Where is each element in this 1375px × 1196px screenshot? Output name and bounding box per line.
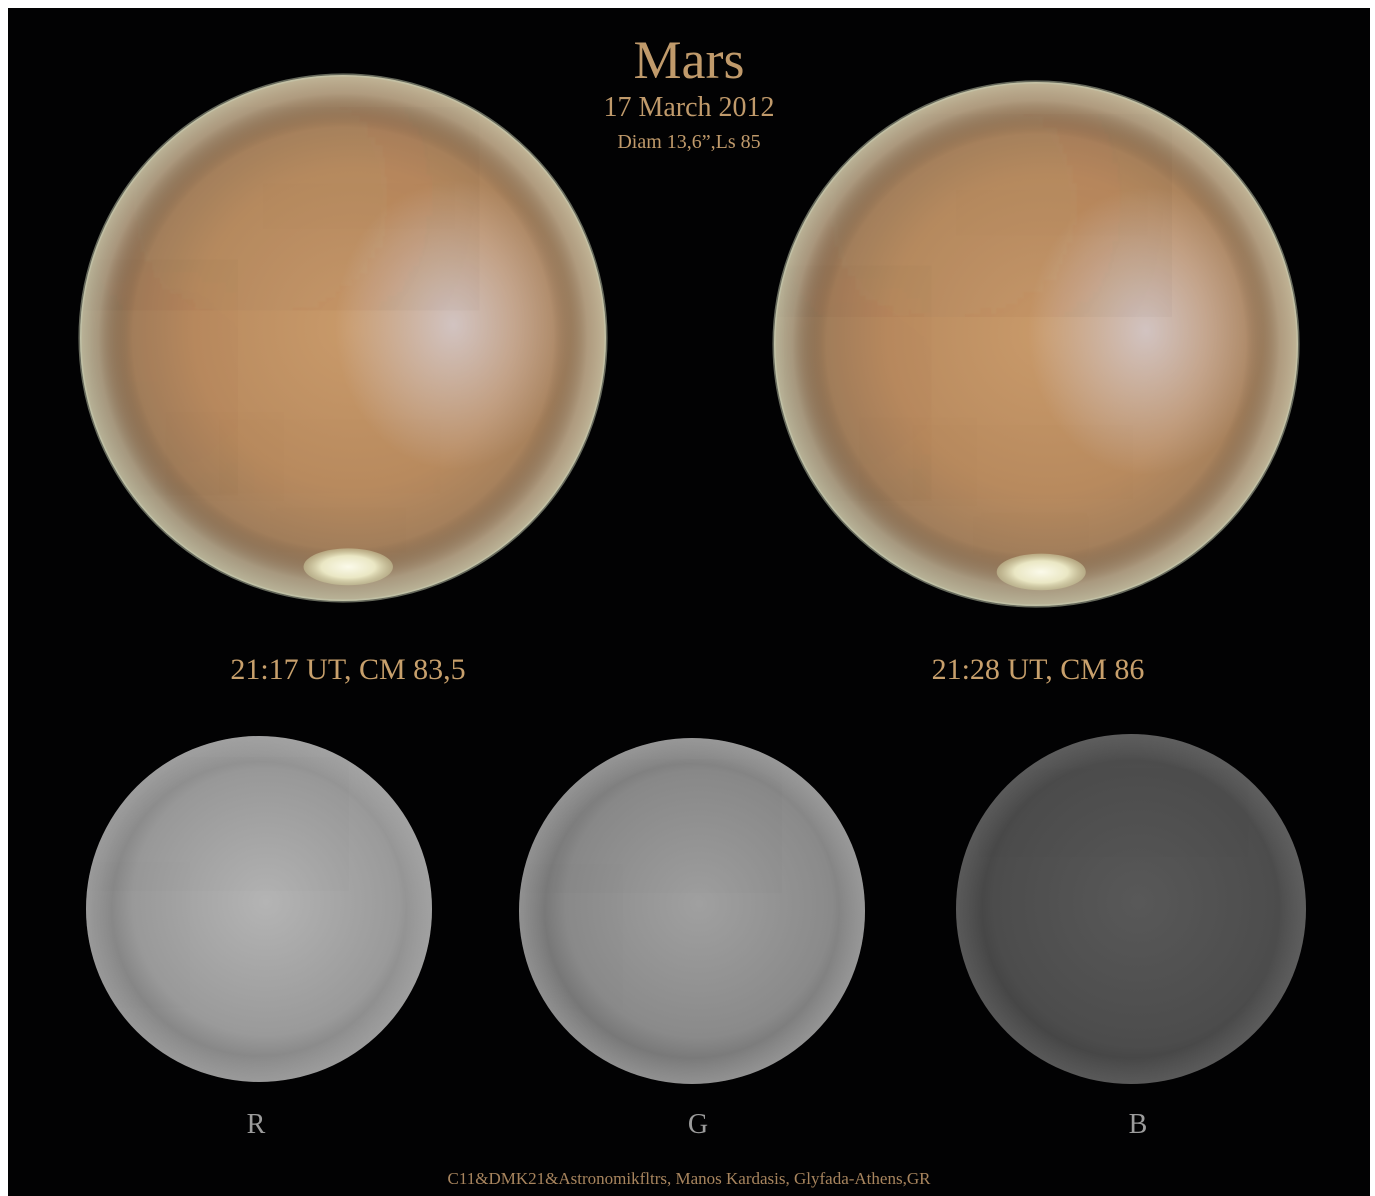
mars-color-disk-2: [772, 80, 1300, 608]
mars-imagery: [78, 73, 1306, 1084]
mars-r-channel-disk: [86, 736, 432, 1082]
channel-label-g: G: [687, 1109, 709, 1140]
observation-date: 17 March 2012: [603, 92, 775, 123]
credit-line: C11&DMK21&Astronomikfltrs, Manos Kardasi…: [447, 1169, 931, 1188]
polar-cap: [303, 548, 393, 586]
polar-cap: [996, 553, 1086, 591]
image-title: Mars: [633, 30, 745, 90]
mars-color-disk-1: [78, 73, 608, 603]
channel-label-b: B: [1128, 1109, 1148, 1140]
mars-b-channel-disk: [956, 734, 1306, 1084]
view-2-caption: 21:28 UT, CM 86: [931, 653, 1145, 686]
diameter-details: Diam 13,6”,Ls 85: [617, 131, 761, 153]
channel-label-r: R: [246, 1109, 266, 1140]
view-1-caption: 21:17 UT, CM 83,5: [230, 653, 466, 686]
mars-g-channel-disk: [519, 738, 865, 1084]
astro-image-frame: Mars 17 March 2012 Diam 13,6”,Ls 85 21:1…: [8, 8, 1370, 1196]
